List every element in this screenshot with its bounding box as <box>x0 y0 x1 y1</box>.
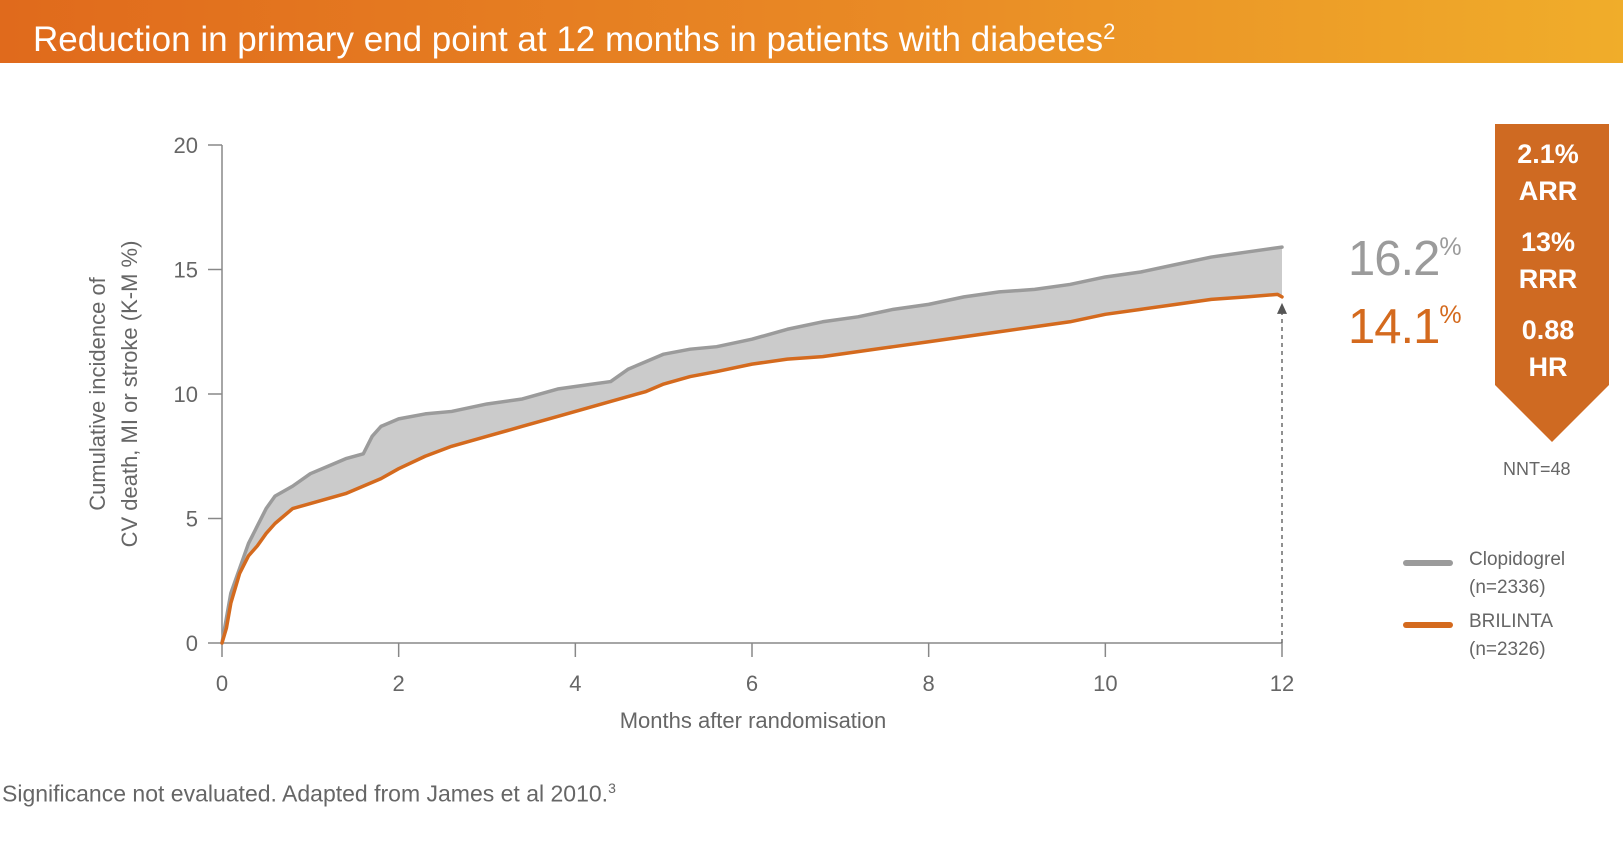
legend-name-brilinta: BRILINTA <box>1469 611 1554 632</box>
clopidogrel-end-value: 16.2% <box>1348 232 1462 286</box>
series-line-clopidogrel <box>220 245 1284 645</box>
x-tick-label: 6 <box>746 671 758 696</box>
nnt-label: NNT=48 <box>1503 459 1571 479</box>
legend-n-clopidogrel: (n=2336) <box>1469 577 1546 598</box>
x-tick-label: 2 <box>393 671 405 696</box>
arr-value: 2.1% <box>1517 139 1579 169</box>
arr-label: ARR <box>1518 176 1578 206</box>
arrow-head <box>1277 302 1287 314</box>
y-tick-label: 20 <box>174 133 198 158</box>
series-line-brilinta <box>220 292 1284 645</box>
y-axis-label-line-2: CV death, MI or stroke (K-M %) <box>117 241 142 548</box>
title-reference: 2 <box>1103 19 1116 44</box>
y-axis-label-line-1: Cumulative incidence of <box>85 276 110 510</box>
y-tick-label: 10 <box>174 382 198 407</box>
x-tick-label: 8 <box>923 671 935 696</box>
axes <box>208 144 1283 657</box>
legend-n-brilinta: (n=2326) <box>1469 639 1546 660</box>
axis-labels: Months after randomisation Cumulative in… <box>85 241 886 733</box>
y-tick-label: 0 <box>186 631 198 656</box>
legend-name-clopidogrel: Clopidogrel <box>1469 549 1566 570</box>
footnote-reference: 3 <box>608 780 616 796</box>
y-tick-label: 15 <box>174 258 198 283</box>
footnote: Significance not evaluated. Adapted from… <box>2 780 616 807</box>
tick-labels: 0 5 10 15 20 0 2 4 6 8 10 12 <box>174 133 1295 696</box>
rrr-value: 13% <box>1520 227 1576 257</box>
x-tick-label: 4 <box>569 671 581 696</box>
difference-band <box>222 247 1282 643</box>
hr-value: 0.88 <box>1521 315 1575 345</box>
title-banner: Reduction in primary end point at 12 mon… <box>0 0 1623 63</box>
chart-title: Reduction in primary end point at 12 mon… <box>33 19 1116 59</box>
series-lines <box>220 245 1284 645</box>
x-tick-label: 12 <box>1270 671 1294 696</box>
arr-arrow <box>1277 302 1287 643</box>
rrr-label: RRR <box>1518 264 1578 294</box>
stats-badge <box>1495 124 1609 442</box>
x-tick-label: 0 <box>216 671 228 696</box>
x-axis-label: Months after randomisation <box>620 708 887 733</box>
y-tick-label: 5 <box>186 507 198 532</box>
x-tick-label: 10 <box>1093 671 1117 696</box>
legend-swatch-brilinta <box>1403 622 1453 628</box>
brilinta-end-value: 14.1% <box>1348 300 1462 354</box>
legend-swatch-clopidogrel <box>1403 560 1453 566</box>
hr-label: HR <box>1528 352 1568 382</box>
difference-band-area <box>222 247 1282 643</box>
